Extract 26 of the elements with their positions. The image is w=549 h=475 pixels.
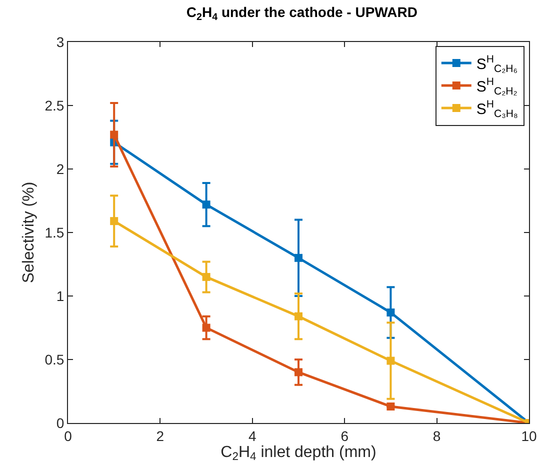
x-tick-label: 6 bbox=[340, 428, 349, 444]
y-tick-label: 0.5 bbox=[44, 351, 64, 368]
point bbox=[294, 312, 302, 320]
y-tick-label: 2 bbox=[56, 160, 64, 177]
y-tick-label: 1.5 bbox=[44, 224, 64, 240]
x-tick-label: 4 bbox=[248, 428, 256, 444]
point bbox=[386, 402, 395, 410]
point bbox=[386, 356, 395, 365]
x-axis-title: C$_{2}$H$_{4}$ inlet depth (mm) bbox=[220, 444, 376, 464]
chart-title: C$_{2}$H$_{4}$ under the cathode - UPWARD bbox=[186, 4, 418, 23]
x-tick-label: 10 bbox=[521, 428, 537, 444]
point bbox=[294, 254, 302, 262]
point bbox=[202, 272, 210, 281]
y-tick-label: 1 bbox=[56, 288, 64, 304]
y-axis-title: Selectivity (%) bbox=[20, 182, 38, 284]
x-tick-label: 2 bbox=[156, 428, 164, 444]
y-tick-label: 0 bbox=[56, 414, 64, 431]
point bbox=[202, 200, 210, 209]
point bbox=[294, 368, 302, 376]
y-tick-label: 2.5 bbox=[44, 97, 64, 114]
x-tick-label: 8 bbox=[432, 428, 441, 444]
point bbox=[386, 308, 395, 317]
point bbox=[110, 130, 118, 139]
point bbox=[110, 217, 118, 226]
point bbox=[202, 324, 210, 332]
y-tick-label: 3 bbox=[56, 34, 64, 50]
